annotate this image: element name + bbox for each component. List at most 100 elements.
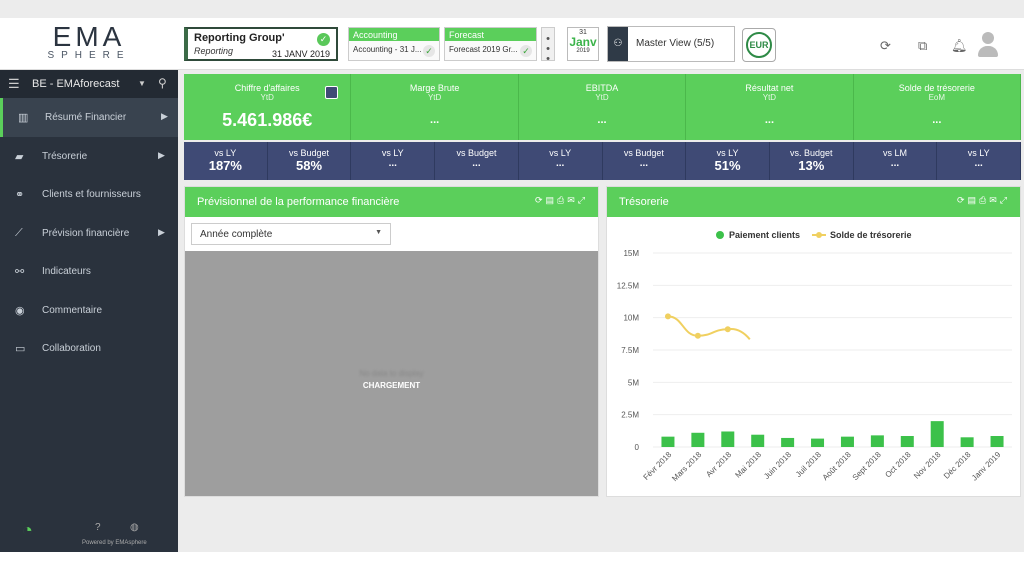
kpi-compare-cell: vs LY 51% bbox=[686, 142, 770, 180]
y-tick-label: 12.5M bbox=[617, 281, 640, 290]
calendar-day: 31 bbox=[579, 29, 587, 36]
line-point bbox=[724, 326, 731, 333]
forecast-selector[interactable]: Forecast Forecast 2019 Gr... ✓ bbox=[444, 27, 537, 61]
kpi-title: Marge Brute bbox=[409, 83, 460, 93]
bar bbox=[900, 436, 914, 447]
binoculars-icon: ⚯ bbox=[15, 266, 25, 278]
treasury-panel: Trésorerie ⟳▤⎙✉⤢ Paiement clients Solde d… bbox=[606, 186, 1021, 497]
emasphere-logo[interactable]: EMA SPHERE bbox=[44, 23, 134, 62]
sidebar-item[interactable]: ◉ Commentaire bbox=[0, 291, 178, 330]
hamburger-icon[interactable]: ☰ bbox=[8, 76, 20, 91]
sidebar-item[interactable]: ⟋ Prévision financière ▶ bbox=[0, 214, 178, 253]
kpi-checkbox[interactable] bbox=[325, 86, 339, 99]
kpi-value: ... bbox=[430, 114, 440, 126]
handshake-icon: ⚭ bbox=[15, 189, 25, 201]
bar bbox=[721, 431, 735, 447]
calendar-date-picker[interactable]: 31 Janv 2019 bbox=[567, 27, 599, 61]
sidebar-item-label: Commentaire bbox=[42, 304, 103, 316]
chart-monitor-icon[interactable]: ⧉ bbox=[918, 38, 928, 53]
kpi-value: ... bbox=[597, 114, 607, 126]
y-tick-label: 0 bbox=[635, 443, 640, 452]
caret-down-icon[interactable]: ▼ bbox=[138, 79, 146, 88]
y-tick-label: 7.5M bbox=[621, 346, 639, 355]
reporting-group-title: Reporting Group' bbox=[194, 32, 285, 44]
panel-tools[interactable]: ⟳▤⎙✉⤢ bbox=[535, 195, 588, 205]
sidebar-item[interactable]: ▭ Collaboration bbox=[0, 329, 178, 368]
legend-marker bbox=[716, 231, 724, 239]
comments-icon: ◉ bbox=[15, 304, 25, 317]
panel-title: Trésorerie bbox=[619, 196, 669, 208]
calendar-year: 2019 bbox=[576, 48, 590, 54]
folder-icon: ▰ bbox=[15, 150, 24, 163]
kpi-strip: Chiffre d'affaires YtD 5.461.986€ Marge B… bbox=[184, 74, 1022, 180]
kpi-card[interactable]: Chiffre d'affaires YtD 5.461.986€ bbox=[184, 74, 352, 140]
line-point bbox=[694, 332, 701, 339]
kpi-compare-cell: vs LY ... bbox=[351, 142, 436, 180]
x-tick-label: Sept 2018 bbox=[851, 450, 884, 483]
bar bbox=[960, 437, 974, 447]
kpi-value: ... bbox=[764, 114, 774, 126]
help-icon[interactable]: ? bbox=[95, 522, 101, 533]
chevron-down-icon: ▼ bbox=[375, 229, 382, 236]
bar bbox=[691, 432, 705, 447]
kpi-period: YtD bbox=[595, 93, 609, 102]
bar bbox=[990, 436, 1004, 447]
avatar[interactable] bbox=[977, 32, 999, 58]
loading-overlay: No data to display CHARGEMENT bbox=[185, 251, 598, 496]
legend-label: Paiement clients bbox=[729, 230, 800, 240]
kpi-compare-cell: vs LY ... bbox=[518, 142, 603, 180]
line-chart-icon: ⟋ bbox=[15, 226, 23, 239]
period-select[interactable]: Année complète ▼ bbox=[191, 223, 391, 245]
master-view-selector[interactable]: ⚇ Master View (5/5) bbox=[607, 26, 735, 62]
sidebar-item[interactable]: ▥ Résumé Financier ▶ bbox=[0, 98, 178, 137]
bar bbox=[930, 421, 944, 447]
kpi-period: YtD bbox=[427, 93, 442, 102]
y-tick-label: 2.5M bbox=[621, 411, 639, 420]
chevron-right-icon: ▶ bbox=[158, 149, 165, 160]
sidebar-item[interactable]: ⚯ Indicateurs bbox=[0, 252, 178, 291]
kpi-title: Chiffre d'affaires bbox=[234, 83, 300, 93]
more-options-icon[interactable]: • • • bbox=[541, 27, 555, 65]
kpi-compare-cell: vs Budget ... bbox=[435, 142, 519, 180]
currency-button[interactable]: EUR bbox=[742, 28, 776, 62]
sidebar-item-label: Indicateurs bbox=[42, 266, 91, 277]
kpi-compare-label: vs LY bbox=[716, 148, 739, 158]
kpi-value: ... bbox=[932, 114, 942, 126]
accounting-header: Accounting bbox=[349, 28, 439, 41]
bar bbox=[781, 437, 795, 447]
x-tick-label: Avr 2018 bbox=[704, 450, 733, 479]
bell-icon[interactable]: 🔔︎ bbox=[951, 38, 968, 53]
accounting-selector[interactable]: Accounting Accounting - 31 J... ✓ bbox=[348, 27, 440, 61]
kpi-compare-cell: vs Budget ... bbox=[602, 142, 687, 180]
entity-selector[interactable]: BE - EMAforecast bbox=[32, 78, 120, 90]
panel-tools[interactable]: ⟳▤⎙✉⤢ bbox=[957, 195, 1010, 205]
sidebar-item[interactable]: ⚭ Clients et fournisseurs bbox=[0, 175, 178, 214]
sidebar-item[interactable]: ▰ Trésorerie ▶ bbox=[0, 137, 178, 176]
legend-marker bbox=[816, 232, 822, 238]
powered-by: Powered by EMAsphere bbox=[82, 540, 147, 546]
kpi-card[interactable]: EBITDA YtD ... bbox=[518, 74, 687, 140]
kpi-compare-value: 187% bbox=[208, 158, 242, 173]
refresh-icon[interactable]: ⟳ bbox=[880, 38, 891, 53]
reporting-group-selector[interactable]: Reporting Group' Reporting 31 JANV 2019 … bbox=[184, 27, 338, 61]
bar bbox=[661, 436, 675, 447]
y-tick-label: 15M bbox=[623, 249, 639, 258]
sidebar-item-label: Prévision financière bbox=[42, 227, 130, 239]
kpi-compare-label: vs LY bbox=[214, 148, 237, 158]
kpi-compare-value: ... bbox=[974, 158, 983, 169]
kpi-card[interactable]: Solde de trésorerie EoM ... bbox=[853, 74, 1022, 140]
x-tick-label: Juin 2018 bbox=[762, 450, 793, 481]
kpi-title: Résultat net bbox=[745, 83, 794, 93]
kpi-compare-label: vs. Budget bbox=[790, 148, 833, 158]
search-icon[interactable]: ⚲ bbox=[158, 76, 167, 90]
legend-label: Solde de trésorerie bbox=[830, 230, 912, 240]
globe-icon[interactable]: ◍ bbox=[130, 522, 139, 533]
sidebar-item-label: Trésorerie bbox=[42, 150, 88, 162]
hierarchy-icon: ⚇ bbox=[608, 27, 628, 61]
bar bbox=[840, 436, 854, 447]
kpi-card[interactable]: Marge Brute YtD ... bbox=[351, 74, 519, 140]
accounting-value: Accounting - 31 J... bbox=[353, 45, 422, 54]
no-data-text: No data to display bbox=[359, 369, 424, 378]
panel-header: Trésorerie ⟳▤⎙✉⤢ bbox=[607, 187, 1020, 217]
kpi-card[interactable]: Résultat net YtD ... bbox=[686, 74, 854, 140]
